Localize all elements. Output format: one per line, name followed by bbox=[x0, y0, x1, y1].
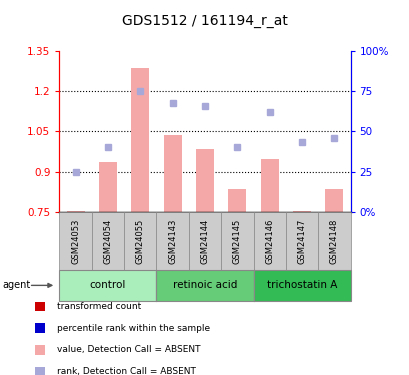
Bar bbox=[292, 210, 310, 212]
Bar bbox=[325, 189, 342, 212]
Bar bbox=[228, 189, 246, 212]
Bar bbox=[196, 149, 213, 212]
Text: agent: agent bbox=[2, 280, 30, 290]
Text: GSM24055: GSM24055 bbox=[135, 218, 144, 264]
Text: transformed count: transformed count bbox=[57, 302, 141, 311]
Text: GSM24143: GSM24143 bbox=[168, 218, 177, 264]
Text: value, Detection Call = ABSENT: value, Detection Call = ABSENT bbox=[57, 345, 200, 354]
Text: GSM24145: GSM24145 bbox=[232, 218, 241, 264]
Text: percentile rank within the sample: percentile rank within the sample bbox=[57, 324, 210, 333]
Text: GSM24144: GSM24144 bbox=[200, 218, 209, 264]
Bar bbox=[163, 135, 181, 212]
Bar bbox=[260, 159, 278, 212]
Text: GSM24054: GSM24054 bbox=[103, 218, 112, 264]
Bar bbox=[99, 162, 117, 212]
Text: retinoic acid: retinoic acid bbox=[172, 280, 237, 290]
Bar bbox=[67, 210, 84, 212]
Text: GSM24147: GSM24147 bbox=[297, 218, 306, 264]
Bar bbox=[131, 68, 149, 212]
Text: rank, Detection Call = ABSENT: rank, Detection Call = ABSENT bbox=[57, 367, 196, 375]
Text: control: control bbox=[90, 280, 126, 290]
Text: GSM24053: GSM24053 bbox=[71, 218, 80, 264]
Text: trichostatin A: trichostatin A bbox=[266, 280, 336, 290]
Text: GDS1512 / 161194_r_at: GDS1512 / 161194_r_at bbox=[122, 13, 287, 28]
Text: GSM24148: GSM24148 bbox=[329, 218, 338, 264]
Text: GSM24146: GSM24146 bbox=[265, 218, 274, 264]
